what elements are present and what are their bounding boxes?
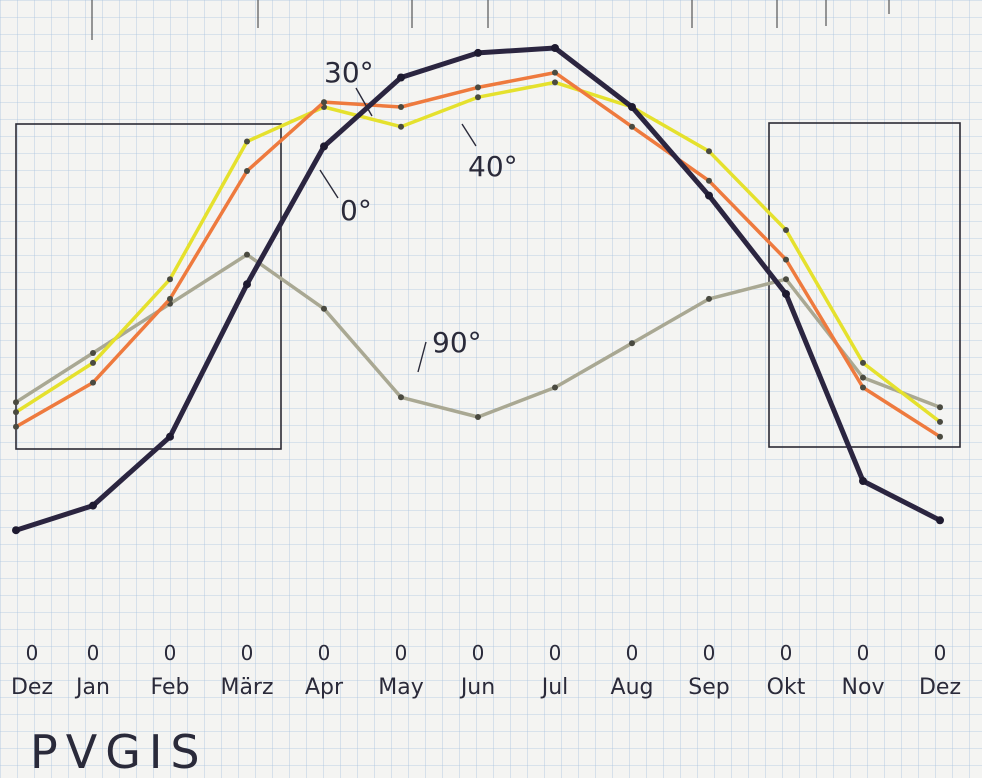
month-label: Feb [151, 675, 190, 700]
zero-label: 0 [934, 641, 947, 665]
zero-label: 0 [87, 641, 100, 665]
series-40deg [13, 79, 943, 425]
month-label: Nov [842, 675, 885, 700]
zero-label: 0 [241, 641, 254, 665]
annotation-40: 40° [461, 123, 518, 183]
data-point [706, 177, 712, 184]
series-90deg [13, 251, 943, 420]
month-label: Okt [767, 675, 806, 700]
data-point [860, 374, 866, 381]
annotation-40-text: 40° [468, 150, 518, 183]
zero-label: 0 [857, 641, 870, 665]
data-point [12, 526, 20, 535]
zero-label: 0 [395, 641, 408, 665]
data-point [244, 138, 250, 145]
zero-label: 0 [472, 641, 485, 665]
data-point [398, 104, 404, 110]
series-0deg [12, 44, 944, 535]
data-point [706, 295, 712, 302]
annotation-90: 90° [417, 326, 482, 373]
data-point [167, 295, 173, 302]
month-label: May [378, 675, 423, 700]
data-point [321, 99, 327, 106]
month-label: Jul [540, 675, 569, 700]
data-point [936, 516, 944, 525]
zero-label: 0 [626, 641, 639, 665]
annotation-30: 30° [324, 56, 374, 117]
annotation-0: 0° [319, 169, 372, 227]
data-point [937, 433, 943, 440]
data-point [475, 414, 481, 420]
data-point [860, 359, 866, 366]
month-label: Aug [611, 675, 654, 700]
zero-label: 0 [780, 641, 793, 665]
zero-label: 0 [703, 641, 716, 665]
data-point [782, 290, 790, 298]
data-point [475, 94, 481, 101]
data-point [706, 148, 712, 155]
data-point [321, 305, 327, 312]
series-30deg [13, 69, 943, 440]
data-point [859, 477, 867, 485]
top-ticks [91, 0, 890, 40]
month-label: Dez [919, 675, 961, 700]
data-point [551, 44, 559, 52]
data-point [783, 227, 789, 233]
data-point [552, 79, 558, 86]
data-point [90, 350, 96, 356]
data-point [398, 394, 404, 401]
data-point [397, 73, 405, 82]
annotation-90-text: 90° [432, 326, 482, 359]
footer-text: PVGIS [30, 725, 208, 778]
data-point [166, 432, 174, 441]
data-point [90, 359, 96, 366]
zero-label: 0 [318, 641, 331, 665]
month-label: Jan [74, 675, 110, 700]
month-label: Apr [305, 675, 344, 700]
zero-labels: 0 0 0 0 0 0 0 0 0 0 0 0 0 [26, 641, 947, 665]
data-point [552, 384, 558, 391]
data-point [629, 123, 635, 130]
data-point [13, 423, 19, 430]
data-point [90, 379, 96, 386]
data-point [320, 142, 328, 151]
zero-label: 0 [26, 641, 39, 665]
month-label: Dez [11, 675, 53, 700]
data-point [398, 123, 404, 130]
data-point [628, 103, 636, 111]
data-point [552, 69, 558, 76]
data-point [89, 501, 97, 510]
data-point [474, 48, 482, 57]
data-point [167, 276, 173, 283]
data-point [860, 384, 866, 391]
data-point [783, 276, 789, 283]
data-point [937, 418, 943, 425]
zero-label: 0 [549, 641, 562, 665]
month-label: März [220, 675, 273, 700]
data-point [13, 399, 19, 406]
series-layer [12, 44, 944, 535]
data-point [243, 280, 251, 289]
annotation-30-text: 30° [324, 56, 374, 89]
data-point [244, 251, 250, 258]
data-point [475, 84, 481, 91]
annotation-0-text: 0° [340, 194, 372, 227]
data-point [13, 409, 19, 416]
data-point [705, 191, 713, 200]
data-point [937, 404, 943, 411]
month-labels: Dez Jan Feb März Apr May Jun Jul Aug Sep Okt Nov Dez [11, 675, 961, 700]
data-point [244, 168, 250, 174]
winter-box-left [15, 123, 282, 450]
data-point [629, 340, 635, 347]
month-label: Jun [459, 675, 495, 700]
month-label: Sep [688, 675, 729, 700]
data-point [783, 256, 789, 263]
zero-label: 0 [164, 641, 177, 665]
